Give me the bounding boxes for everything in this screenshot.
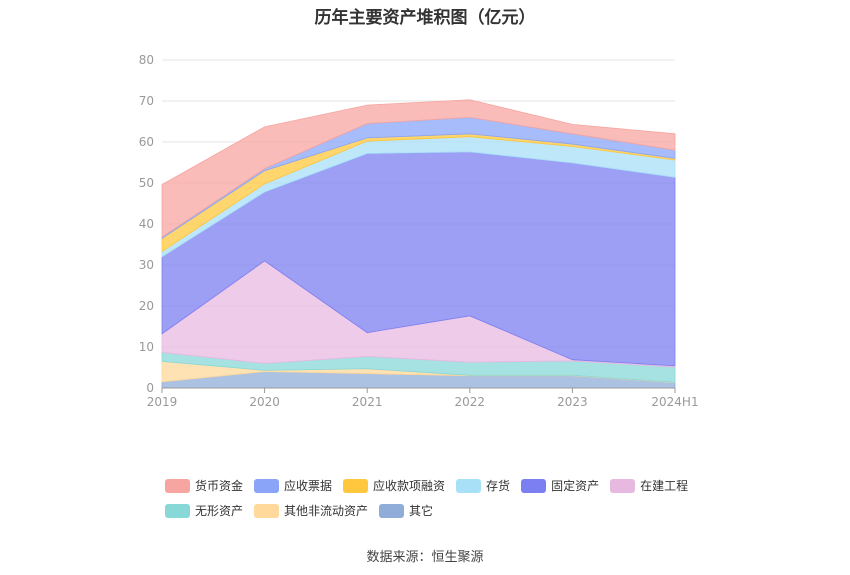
legend-item[interactable]: 应收款项融资 xyxy=(343,477,445,494)
y-tick-label: 50 xyxy=(139,176,154,190)
y-tick-label: 0 xyxy=(146,381,154,395)
legend-swatch xyxy=(343,478,369,493)
legend-item[interactable]: 应收票据 xyxy=(254,477,332,494)
x-tick-label: 2024H1 xyxy=(651,395,698,409)
legend-label: 其它 xyxy=(409,504,434,518)
y-tick-label: 30 xyxy=(139,258,154,272)
legend-label: 应收款项融资 xyxy=(373,479,446,493)
legend-label: 应收票据 xyxy=(284,479,333,493)
x-tick-label: 2020 xyxy=(249,395,280,409)
y-axis: 0 10 20 30 40 50 60 70 80 xyxy=(139,53,154,395)
legend-label: 货币资金 xyxy=(195,479,244,493)
legend-item[interactable]: 其它 xyxy=(379,502,433,519)
legend-item[interactable]: 无形资产 xyxy=(165,502,243,519)
legend-label: 无形资产 xyxy=(195,504,244,518)
legend-swatch xyxy=(379,503,405,518)
legend-label: 存货 xyxy=(486,479,511,493)
legend-swatch xyxy=(165,503,190,518)
area-series-8 xyxy=(161,99,676,238)
y-tick-label: 60 xyxy=(139,135,154,149)
y-tick-label: 40 xyxy=(139,217,154,231)
x-tick-label: 2023 xyxy=(557,395,588,409)
x-tick-label: 2019 xyxy=(147,395,178,409)
legend-swatch xyxy=(521,478,547,493)
x-axis: 2019 2020 2021 2022 2023 2024H1 xyxy=(147,387,699,409)
x-tick-label: 2021 xyxy=(352,395,383,409)
legend-swatch xyxy=(165,478,190,493)
legend-item[interactable]: 固定资产 xyxy=(521,477,599,494)
legend: 货币资金 应收票据 应收款项融资 存货 固定资产 在建工程 无形资产 其他非流动资产 其它 xyxy=(165,473,725,523)
y-tick-label: 70 xyxy=(139,94,154,108)
y-tick-label: 10 xyxy=(139,340,154,354)
legend-swatch xyxy=(610,478,636,493)
legend-row: 货币资金 应收票据 应收款项融资 存货 固定资产 在建工程 xyxy=(165,473,725,498)
legend-item[interactable]: 存货 xyxy=(456,477,510,494)
legend-label: 其他非流动资产 xyxy=(284,504,369,518)
area-series xyxy=(161,99,676,389)
legend-swatch xyxy=(254,478,280,493)
x-tick-label: 2022 xyxy=(455,395,486,409)
y-tick-label: 80 xyxy=(139,53,154,67)
legend-label: 固定资产 xyxy=(551,479,600,493)
y-tick-label: 20 xyxy=(139,299,154,313)
legend-row: 无形资产 其他非流动资产 其它 xyxy=(165,498,725,523)
legend-swatch xyxy=(254,503,280,518)
legend-swatch xyxy=(456,478,482,493)
legend-label: 在建工程 xyxy=(640,479,689,493)
legend-item[interactable]: 其他非流动资产 xyxy=(254,502,368,519)
legend-item[interactable]: 货币资金 xyxy=(165,477,243,494)
chart-title: 历年主要资产堆积图（亿元） xyxy=(314,8,536,28)
legend-item[interactable]: 在建工程 xyxy=(610,477,688,494)
data-source: 数据来源：恒生聚源 xyxy=(366,550,484,565)
